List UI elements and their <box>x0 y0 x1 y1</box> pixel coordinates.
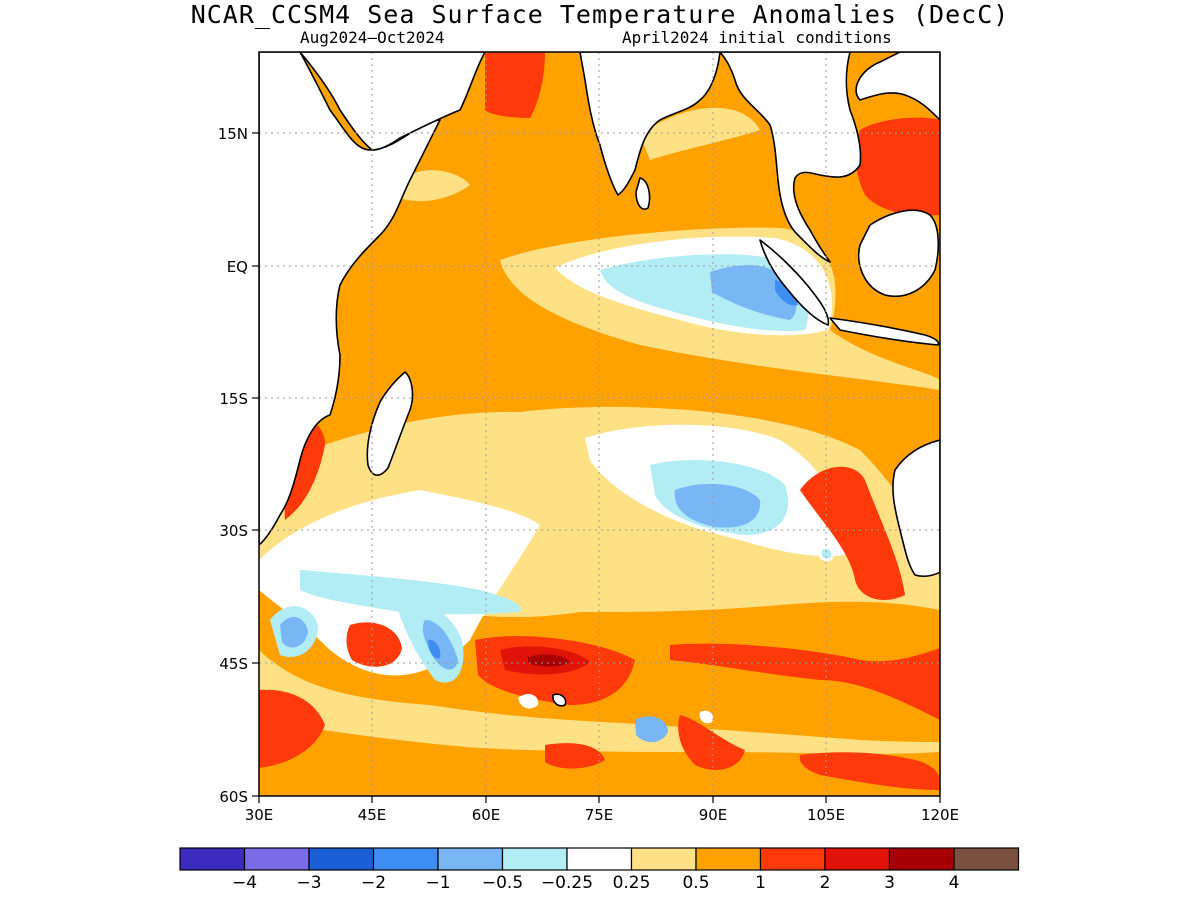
initial-conditions: April2024 initial conditions <box>622 28 892 47</box>
colorbar-swatch <box>759 847 826 871</box>
colorbar-label: −4 <box>232 873 257 893</box>
colorbar-swatch <box>179 847 246 871</box>
x-tick-label: 75E <box>585 806 614 824</box>
colorbar-swatch <box>630 847 697 871</box>
colorbar-swatch <box>953 847 1020 871</box>
colorbar-label: 4 <box>949 873 960 893</box>
colorbar: −4 −3 −2 −1 −0.5 −0.25 0.25 0.5 1 2 3 4 <box>179 847 1020 893</box>
colorbar-label: 2 <box>820 873 831 893</box>
colorbar-label: −0.25 <box>541 873 593 893</box>
anomaly-region <box>400 170 470 202</box>
anomaly-region <box>775 280 798 306</box>
x-tick-label: 105E <box>807 806 845 824</box>
anomaly-region <box>300 570 521 615</box>
tick-marks <box>252 132 941 803</box>
anomaly-region <box>485 52 545 118</box>
colorbar-swatch <box>501 847 568 871</box>
anomaly-region <box>855 117 940 216</box>
x-tick-label: 90E <box>699 806 728 824</box>
anomaly-region <box>428 639 441 659</box>
colorbar-swatch <box>308 847 375 871</box>
map-title: NCAR_CCSM4 Sea Surface Temperature Anoma… <box>190 0 1010 29</box>
anomaly-region <box>280 616 308 648</box>
anomaly-region <box>528 654 570 667</box>
y-tick-label: 30S <box>219 522 248 540</box>
colorbar-label: −3 <box>296 873 321 893</box>
colorbar-swatch <box>437 847 504 871</box>
grid <box>259 52 940 796</box>
x-tick-label: 120E <box>921 806 959 824</box>
anomaly-region <box>635 716 668 743</box>
anomaly-region <box>346 622 402 667</box>
colorbar-label: 0.5 <box>682 873 709 893</box>
y-tick-label: 60S <box>219 788 248 806</box>
y-tick-label: EQ <box>227 258 248 276</box>
colorbar-label: −0.5 <box>482 873 523 893</box>
forecast-period: Aug2024–Oct2024 <box>300 28 445 47</box>
anomaly-region <box>821 548 832 559</box>
anomaly-region <box>799 752 940 790</box>
colorbar-swatch <box>888 847 955 871</box>
colorbar-swatch <box>243 847 310 871</box>
colorbar-label: −2 <box>361 873 386 893</box>
colorbar-label: 1 <box>755 873 766 893</box>
anomaly-region <box>678 715 745 770</box>
anomaly-region <box>674 484 761 528</box>
colorbar-swatch <box>372 847 439 871</box>
anomaly-region <box>640 107 760 160</box>
colorbar-label: 0.25 <box>613 873 651 893</box>
y-tick-label: 15S <box>219 390 248 408</box>
colorbar-swatch <box>566 847 633 871</box>
colorbar-swatch <box>824 847 891 871</box>
anomaly-region <box>259 650 940 754</box>
colorbar-swatch <box>695 847 762 871</box>
colorbar-label: −1 <box>425 873 450 893</box>
x-tick-label: 45E <box>358 806 387 824</box>
anomaly-region <box>422 620 458 670</box>
anomaly-region <box>699 710 714 724</box>
colorbar-label: 3 <box>884 873 895 893</box>
y-tick-label: 15N <box>218 125 248 143</box>
anomaly-region <box>518 694 539 709</box>
anomaly-region <box>800 466 905 600</box>
y-tick-label: 45S <box>219 655 248 673</box>
anomaly-region <box>545 743 605 769</box>
land <box>259 52 940 707</box>
anomaly-region <box>710 265 797 320</box>
x-tick-label: 60E <box>472 806 501 824</box>
x-tick-label: 30E <box>245 806 274 824</box>
anomaly-region <box>259 689 325 768</box>
